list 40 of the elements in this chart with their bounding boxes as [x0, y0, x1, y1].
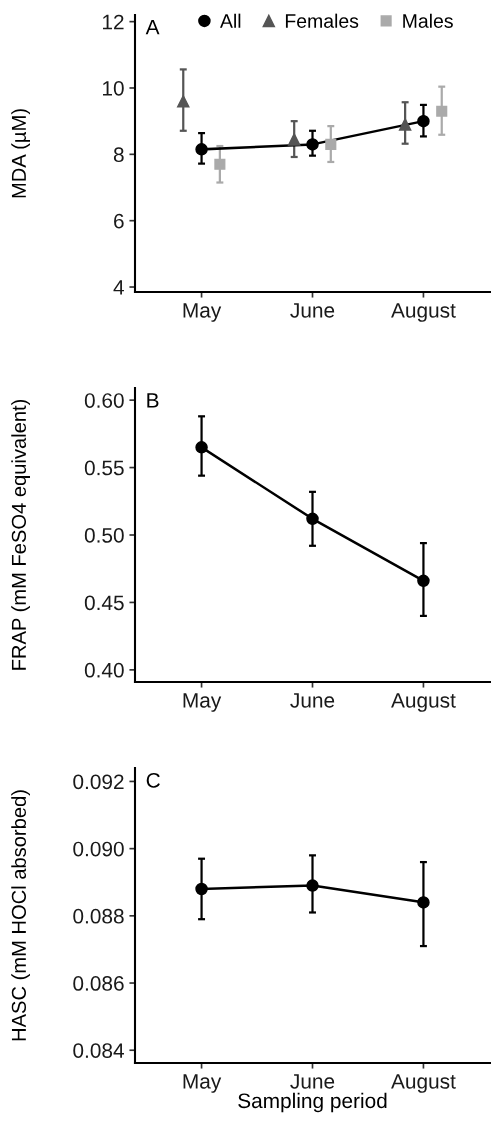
y-tick-label: 8: [113, 147, 124, 163]
x-axis-title: Sampling period: [238, 1092, 387, 1113]
annotation: B: [147, 393, 159, 408]
x-tick-label: August: [391, 303, 456, 322]
y-tick-label: 0.084: [73, 1043, 124, 1058]
point: [195, 441, 208, 454]
point: [306, 879, 319, 892]
x-tick-label: June: [290, 303, 335, 318]
y-tick-label: 10: [103, 80, 124, 96]
x-tick-label: May: [183, 1074, 222, 1093]
annotation: A: [145, 19, 160, 35]
y-tick-label: 4: [113, 280, 124, 295]
y-tick-label: 0.45: [84, 595, 124, 611]
y-tick-label: 0.40: [84, 662, 124, 678]
y-axis-title: FRAP (mM FeSO4 equivalent): [11, 399, 30, 670]
x-tick-label: June: [290, 693, 335, 708]
y-tick-label: 0.55: [84, 460, 124, 476]
legend-label: All: [220, 13, 241, 28]
legend-label: Males: [403, 13, 453, 28]
x-tick-label: August: [391, 1074, 456, 1093]
y-tick-label: 0.092: [73, 774, 124, 790]
y-tick-label: 12: [103, 14, 124, 30]
annotation: C: [146, 772, 160, 788]
point: [306, 512, 319, 526]
legend-label: Females: [285, 13, 359, 28]
x-tick-label: August: [391, 693, 456, 712]
x-tick-label: May: [183, 303, 222, 322]
y-axis-title: HASC (mM HOCl absorbed): [11, 790, 30, 1041]
y-tick-label: 0.090: [73, 841, 124, 857]
point: [417, 574, 430, 588]
point: [417, 896, 430, 909]
x-tick-label: June: [290, 1074, 335, 1089]
y-axis-title: MDA (µM): [11, 109, 30, 198]
point: [195, 882, 208, 896]
y-tick-label: 0.086: [73, 976, 124, 991]
y-tick-label: 0.088: [73, 908, 124, 924]
y-tick-label: 0.60: [84, 393, 124, 408]
y-tick-label: 0.50: [84, 528, 124, 543]
x-tick-label: May: [183, 693, 222, 712]
y-tick-label: 6: [114, 213, 124, 229]
